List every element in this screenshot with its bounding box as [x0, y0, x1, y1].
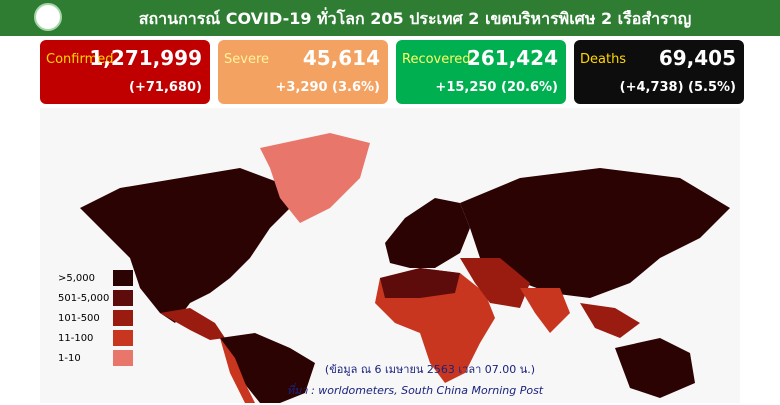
legend-label: 101-500	[58, 313, 100, 324]
card-label: Recovered	[402, 52, 471, 67]
source-note: ที่มา : worldometers, South China Mornin…	[286, 384, 544, 397]
stat-card: Deaths 69,405 (+4,738) (5.5%)	[574, 40, 744, 104]
card-label: Severe	[224, 52, 269, 67]
card-value: 1,271,999	[89, 46, 202, 70]
south-america	[220, 333, 315, 403]
greenland	[260, 133, 370, 223]
africa-north	[380, 268, 460, 298]
legend-swatch	[113, 290, 133, 306]
card-change: +3,290 (3.6%)	[275, 80, 380, 95]
australia	[615, 338, 695, 398]
north-america	[80, 168, 290, 323]
middle-east	[460, 258, 530, 308]
card-label: Deaths	[580, 52, 627, 67]
stat-card: Severe 45,614 +3,290 (3.6%)	[218, 40, 388, 104]
legend-item: 1-10	[58, 350, 138, 370]
south-america-west	[220, 338, 255, 403]
central-america	[160, 308, 225, 340]
europe	[385, 198, 470, 268]
legend-label: 1-10	[58, 353, 81, 364]
legend-item: 11-100	[58, 330, 138, 350]
legend-item: >5,000	[58, 270, 138, 290]
legend-swatch	[113, 310, 133, 326]
card-change: (+4,738) (5.5%)	[619, 80, 736, 95]
legend-swatch	[113, 350, 133, 366]
logo	[34, 3, 62, 31]
southeast-asia	[580, 303, 640, 338]
legend-label: >5,000	[58, 273, 96, 284]
card-change: +15,250 (20.6%)	[435, 80, 558, 95]
legend-swatch	[113, 270, 133, 286]
card-value: 45,614	[302, 46, 380, 70]
legend-label: 11-100	[58, 333, 94, 344]
stat-card: Recovered 261,424 +15,250 (20.6%)	[396, 40, 566, 104]
stat-card: Confirmed 1,271,999 (+71,680)	[40, 40, 210, 104]
legend-item: 501-5,000	[58, 290, 138, 310]
date-note: (ข้อมูล ณ 6 เมษายน 2563 เวลา 07.00 น.)	[324, 363, 536, 376]
south-asia	[520, 288, 570, 333]
card-value: 261,424	[466, 46, 558, 70]
header: สถานการณ์ COVID-19 ทั่วโลก 205 ประเทศ 2 …	[0, 0, 780, 36]
legend: >5,000 501-5,000 101-500 11-100 1-10	[58, 270, 138, 370]
russia-asia	[460, 168, 730, 298]
card-value: 69,405	[658, 46, 736, 70]
legend-swatch	[113, 330, 133, 346]
world-map	[40, 108, 740, 403]
title: สถานการณ์ COVID-19 ทั่วโลก 205 ประเทศ 2 …	[138, 9, 692, 28]
card-label: Confirmed	[46, 52, 114, 67]
legend-label: 501-5,000	[58, 293, 110, 304]
card-change: (+71,680)	[129, 80, 202, 95]
legend-item: 101-500	[58, 310, 138, 330]
